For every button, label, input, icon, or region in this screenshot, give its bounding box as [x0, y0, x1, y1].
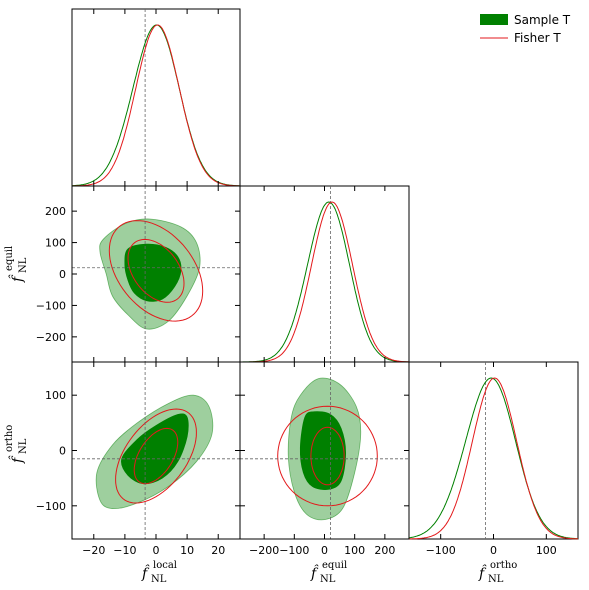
- sample-contour-inner: [299, 411, 347, 490]
- x-tick-label: 0: [490, 544, 497, 557]
- xlabel-ortho-main: f̂: [478, 564, 487, 582]
- xlabel-local-sup: local: [153, 560, 177, 571]
- panel-local-1d: [71, 8, 241, 187]
- x-tick-label: 100: [536, 544, 557, 557]
- xlabel-local-sub: NL: [151, 574, 167, 585]
- x-tick-label: −100: [279, 544, 309, 557]
- xlabel-equil-sup: equil: [322, 560, 347, 571]
- fisher-ellipse-outer: [108, 220, 204, 322]
- x-tick-label: 0: [153, 544, 160, 557]
- ylabel-ortho: f̂ NL ortho: [4, 425, 29, 464]
- ylabel-ortho-sup: ortho: [4, 425, 15, 452]
- legend-sample-label: Sample T: [514, 13, 571, 27]
- x-tick-label: 20: [211, 544, 225, 557]
- xlabel-equil-sub: NL: [320, 574, 336, 585]
- y-tick-label: 200: [45, 205, 66, 218]
- ylabel-ortho-main: f̂: [8, 455, 26, 464]
- fisher-curve-ortho: [409, 377, 579, 540]
- fisher-ellipse-outer: [277, 405, 378, 507]
- x-tick-label: −100: [426, 544, 456, 557]
- fisher-curve-equil: [240, 201, 410, 363]
- xlabel-equil-main: f̂: [310, 564, 319, 582]
- legend: Sample T Fisher T: [480, 13, 571, 45]
- x-tick-label: −10: [113, 544, 136, 557]
- legend-sample-swatch: [480, 14, 508, 25]
- panel-local-ortho-content: [72, 362, 240, 539]
- x-tick-label: 100: [344, 544, 365, 557]
- ylabel-equil-main: f̂: [8, 274, 26, 283]
- xlabel-ortho-sub: NL: [488, 574, 504, 585]
- y-tick-label: 100: [45, 389, 66, 402]
- sample-curve-equil: [240, 201, 409, 363]
- xlabel-ortho-sup: ortho: [490, 560, 517, 571]
- fisher-ellipse-inner: [310, 426, 345, 486]
- y-tick-label: −200: [36, 331, 66, 344]
- x-tick-label: 200: [374, 544, 395, 557]
- x-tick-label: −20: [82, 544, 105, 557]
- y-tick-label: 0: [59, 445, 66, 458]
- y-tick-label: 0: [59, 268, 66, 281]
- legend-fisher-label: Fisher T: [514, 31, 561, 45]
- x-tick-label: −200: [249, 544, 279, 557]
- y-tick-label: −100: [36, 299, 66, 312]
- sample-curve-ortho: [408, 377, 579, 540]
- panel-ortho-1d: [408, 361, 579, 540]
- sample-curve-local: [71, 24, 240, 187]
- y-tick-label: 100: [45, 237, 66, 250]
- ylabel-equil-sup: equil: [4, 246, 15, 271]
- ylabel-ortho-sub: NL: [18, 438, 29, 454]
- xlabel-local-main: f̂: [141, 564, 150, 582]
- panel-local-equil-content: [72, 186, 240, 362]
- ylabel-equil-sub: NL: [18, 257, 29, 273]
- xlabel-ortho: f̂ NL ortho: [478, 560, 517, 585]
- fisher-ellipse-inner: [133, 427, 179, 485]
- xlabel-local: f̂ NL local: [141, 560, 177, 585]
- fisher-ellipse-outer: [115, 408, 197, 504]
- panel-equil-ortho-content: [240, 362, 409, 539]
- sample-contour-inner: [121, 413, 189, 485]
- fisher-ellipse-inner: [127, 238, 185, 303]
- xlabel-equil: f̂ NL equil: [310, 560, 347, 585]
- x-tick-label: 0: [321, 544, 328, 557]
- fisher-curve-local: [72, 24, 240, 187]
- x-tick-label: 10: [180, 544, 194, 557]
- y-tick-label: −100: [36, 500, 66, 513]
- ylabel-equil: f̂ NL equil: [4, 246, 29, 283]
